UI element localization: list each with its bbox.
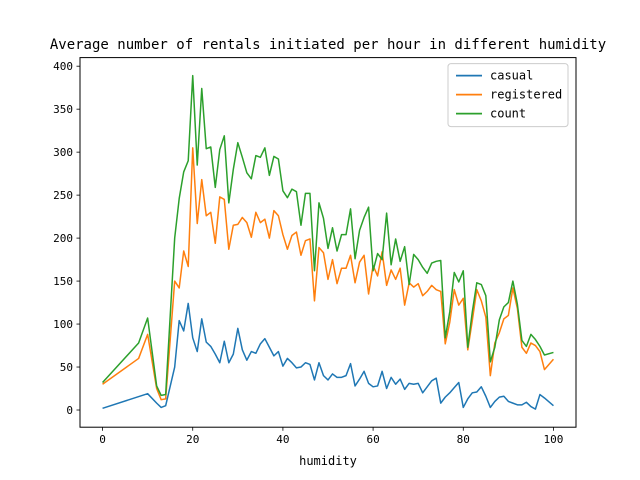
y-tick-label: 200 — [53, 232, 73, 245]
y-tick-label: 400 — [53, 60, 73, 73]
y-axis: 0 50 100 150 200 250 300 350 400 — [53, 60, 80, 417]
y-tick-label: 100 — [53, 318, 73, 331]
x-tick-label: 40 — [276, 433, 289, 446]
x-tick-label: 20 — [186, 433, 199, 446]
plot-area-frame — [79, 57, 577, 428]
chart-title: Average number of rentals initiated per … — [50, 37, 606, 53]
legend-label-registered: registered — [490, 88, 562, 102]
x-tick-label: 60 — [366, 433, 379, 446]
x-axis-label: humidity — [299, 454, 357, 468]
x-tick-label: 100 — [544, 433, 564, 446]
series-line-registered — [102, 147, 555, 401]
legend: casual registered count — [447, 63, 569, 128]
y-tick-label: 150 — [53, 275, 73, 288]
series-line-count — [101, 74, 554, 397]
y-tick-label: 0 — [66, 404, 73, 417]
legend-label-casual: casual — [490, 69, 533, 83]
y-tick-label: 350 — [53, 103, 73, 116]
y-tick-label: 250 — [53, 189, 73, 202]
legend-box — [447, 63, 569, 128]
legend-label-count: count — [490, 107, 526, 121]
series-line-casual — [102, 302, 554, 410]
x-tick-label: 80 — [457, 433, 470, 446]
y-tick-label: 300 — [53, 146, 73, 159]
x-axis: 0 20 40 60 80 100 — [99, 427, 563, 446]
plot-lines — [101, 74, 555, 410]
x-tick-label: 0 — [99, 433, 106, 446]
y-tick-label: 50 — [60, 361, 73, 374]
